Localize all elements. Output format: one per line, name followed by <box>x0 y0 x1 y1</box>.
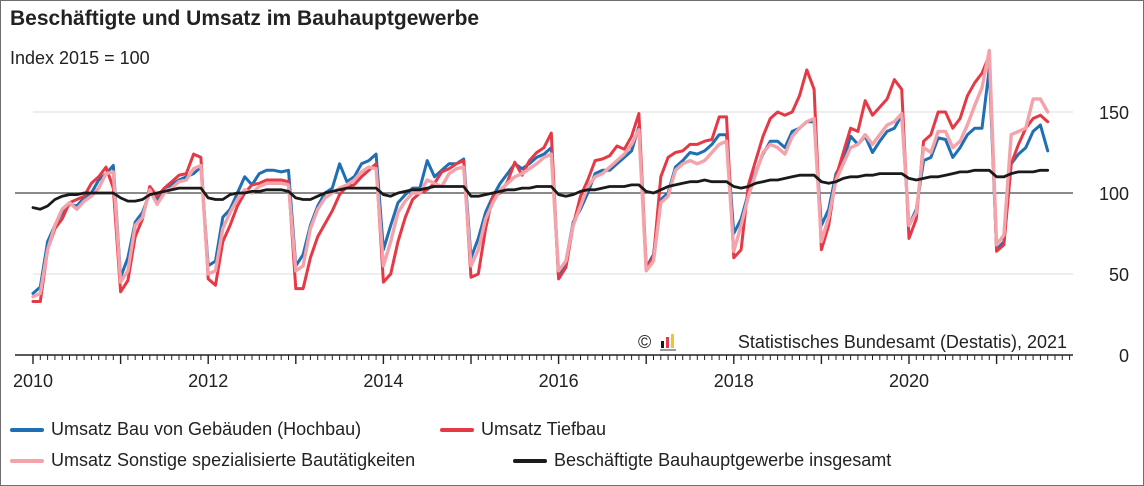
y-tick-label-150: 150 <box>1099 103 1129 123</box>
legend-swatch-tiefbau <box>440 427 474 432</box>
destatis-logo-underline <box>660 349 676 351</box>
destatis-logo-bar <box>671 334 674 348</box>
legend-label-tiefbau: Umsatz Tiefbau <box>481 419 607 439</box>
y-tick-label-100: 100 <box>1099 184 1129 204</box>
destatis-logo-icon <box>660 334 676 351</box>
series-line-beschaeftigte <box>31 168 1050 211</box>
x-tick-label-2010: 2010 <box>13 371 53 391</box>
legend-label-beschaeftigte: Beschäftigte Bauhauptgewerbe insgesamt <box>554 450 892 470</box>
x-tick-label-2014: 2014 <box>363 371 403 391</box>
copyright-symbol: © <box>638 332 651 352</box>
legend-label-sonstige: Umsatz Sonstige spezialisierte Bautätigk… <box>51 450 416 470</box>
legend-swatch-sonstige <box>10 458 44 463</box>
destatis-logo-bar <box>661 341 664 348</box>
legend-item-beschaeftigte: Beschäftigte Bauhauptgewerbe insgesamt <box>513 450 891 471</box>
legend-item-sonstige: Umsatz Sonstige spezialisierte Bautätigk… <box>10 450 415 471</box>
y-tick-label-50: 50 <box>1109 265 1129 285</box>
legend-label-hochbau: Umsatz Bau von Gebäuden (Hochbau) <box>51 419 362 439</box>
x-tick-label-2012: 2012 <box>188 371 228 391</box>
destatis-logo-bar <box>666 337 669 348</box>
legend-item-hochbau: Umsatz Bau von Gebäuden (Hochbau) <box>10 419 361 440</box>
legend-swatch-beschaeftigte <box>513 458 547 463</box>
x-tick-label-2016: 2016 <box>539 371 579 391</box>
legend-swatch-hochbau <box>10 427 44 432</box>
y-tick-label-0: 0 <box>1119 346 1129 366</box>
chart-subtitle: Index 2015 = 100 <box>10 48 150 68</box>
copyright-text: Statistisches Bundesamt (Destatis), 2021 <box>738 332 1067 352</box>
series-line-sonstige <box>31 48 1050 299</box>
chart-title: Beschäftigte und Umsatz im Bauhauptgewer… <box>10 7 480 30</box>
x-tick-label-2020: 2020 <box>889 371 929 391</box>
legend-item-tiefbau: Umsatz Tiefbau <box>440 419 606 440</box>
x-tick-label-2018: 2018 <box>714 371 754 391</box>
